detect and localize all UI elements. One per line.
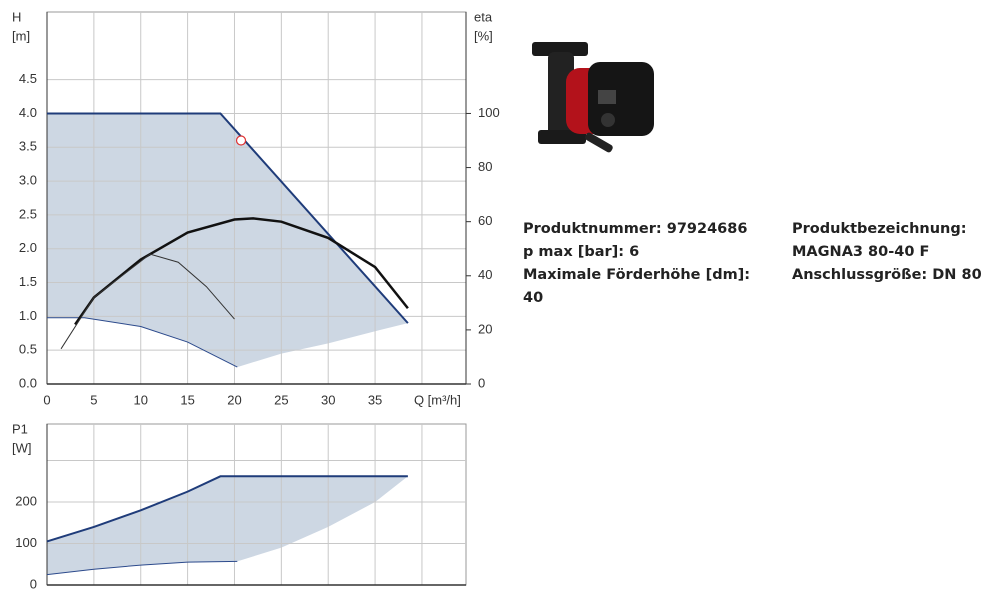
product-info-left: Produktnummer: 97924686 p max [bar]: 6 Max… <box>523 218 761 310</box>
y-axis-unit: [W] <box>12 440 32 455</box>
y-tick-label: 3.5 <box>19 139 37 154</box>
info-line: Produktnummer: 97924686 <box>523 218 761 241</box>
info-label: p max [bar]: <box>523 244 625 260</box>
y-tick-label: 2.5 <box>19 206 37 221</box>
operating-range <box>47 476 408 575</box>
info-value: DN 80 <box>932 267 982 283</box>
info-value: MAGNA3 80-40 F <box>792 244 930 260</box>
curve <box>60 253 235 350</box>
y-tick-label: 0 <box>30 576 37 591</box>
y-tick-label: 1.0 <box>19 308 37 323</box>
x-tick-label: 30 <box>321 392 335 407</box>
y-tick-label: 4.5 <box>19 71 37 86</box>
y2-tick-label: 80 <box>478 159 492 174</box>
y-tick-label: 200 <box>15 493 37 508</box>
y-tick-label: 4.0 <box>19 105 37 120</box>
info-label: Produktnummer: <box>523 221 662 237</box>
info-value: 97924686 <box>666 221 748 237</box>
y2-tick-label: 40 <box>478 267 492 282</box>
y-tick-label: 0.0 <box>19 375 37 390</box>
y2-tick-label: 100 <box>478 105 500 120</box>
y2-tick-label: 0 <box>478 375 485 390</box>
pump-image <box>532 42 654 153</box>
y2-tick-label: 20 <box>478 321 492 336</box>
y-tick-label: 0.5 <box>19 342 37 357</box>
y-axis-label: P1 <box>12 421 28 436</box>
y-axis-label: H <box>12 9 21 24</box>
x-tick-label: 15 <box>180 392 194 407</box>
operating-range <box>47 113 408 368</box>
x-tick-label: 0 <box>43 392 50 407</box>
curve <box>74 217 409 326</box>
info-label: Maximale Förderhöhe [dm]: <box>523 267 751 283</box>
y-axis-unit: [m] <box>12 28 30 43</box>
y-tick-label: 3.0 <box>19 173 37 188</box>
y-tick-label: 2.0 <box>19 240 37 255</box>
info-label: Anschlussgröße: <box>792 267 928 283</box>
info-value: 6 <box>629 244 640 260</box>
info-line: p max [bar]: 6 <box>523 241 761 264</box>
product-info-right: Produktbezeichnung: MAGNA3 80-40 F Anschl… <box>792 218 992 287</box>
x-tick-label: 20 <box>227 392 241 407</box>
x-tick-label: 25 <box>274 392 288 407</box>
info-line: Maximale Förderhöhe [dm]: 40 <box>523 264 761 310</box>
y2-axis-label: eta <box>474 9 493 24</box>
curve <box>47 317 238 368</box>
info-line: Anschlussgröße: DN 80 <box>792 264 992 287</box>
x-tick-label: Q [m³/h] <box>414 392 461 407</box>
x-tick-label: 10 <box>134 392 148 407</box>
y-tick-label: 100 <box>15 535 37 550</box>
duty-point <box>235 135 247 146</box>
curve <box>47 112 409 324</box>
x-tick-label: 5 <box>90 392 97 407</box>
curve <box>46 560 238 576</box>
info-label: Produktbezeichnung: <box>792 221 967 237</box>
x-tick-label: 35 <box>368 392 382 407</box>
y2-tick-label: 60 <box>478 213 492 228</box>
curve <box>46 475 408 543</box>
info-value: 40 <box>523 290 544 306</box>
y-tick-label: 1.5 <box>19 274 37 289</box>
info-line: Produktbezeichnung: MAGNA3 80-40 F <box>792 218 992 264</box>
y2-axis-unit: [%] <box>474 28 493 43</box>
